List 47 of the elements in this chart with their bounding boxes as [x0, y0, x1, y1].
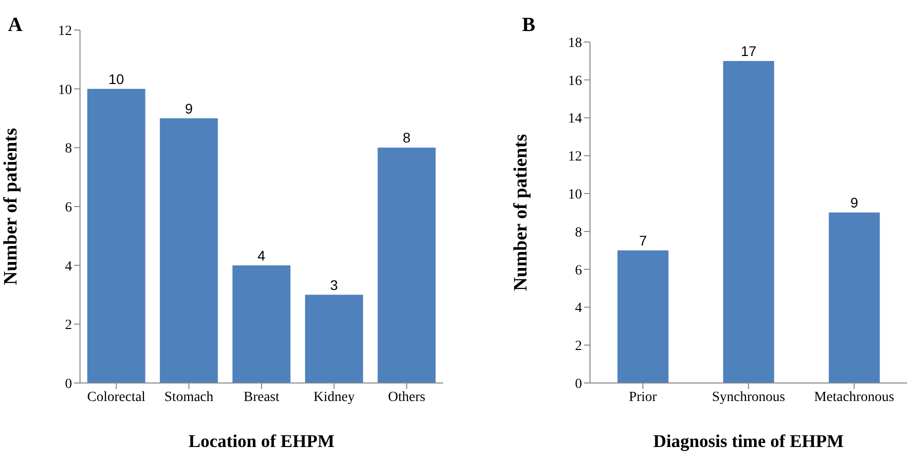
bar	[617, 250, 668, 383]
data-label: 9	[184, 100, 193, 116]
y-axis-title: Number of patients	[0, 128, 22, 285]
y-tick-label: 14	[568, 112, 582, 127]
y-tick-label: 2	[65, 318, 72, 334]
y-tick-label: 6	[65, 200, 72, 216]
y-axis-title: Number of patients	[510, 134, 532, 291]
y-tick-label: 0	[65, 376, 72, 392]
data-label: 17	[740, 42, 757, 59]
x-tick-label: Others	[388, 390, 426, 405]
x-tick-label: Breast	[244, 390, 280, 405]
bar	[160, 118, 218, 383]
y-tick-label: 6	[575, 263, 582, 278]
x-tick-label: Metachronous	[814, 390, 894, 405]
data-label: 8	[402, 130, 411, 146]
x-tick-label: Synchronous	[712, 390, 786, 405]
y-tick-label: 4	[65, 259, 72, 274]
y-tick-label: 12	[58, 24, 72, 39]
data-label: 9	[850, 194, 858, 210]
x-tick-label: Colorectal	[87, 390, 146, 405]
y-tick-label: 10	[568, 188, 582, 203]
data-label: 10	[108, 70, 124, 87]
data-label: 7	[639, 232, 648, 248]
x-tick-label: Prior	[628, 390, 658, 405]
y-tick-label: 10	[58, 82, 72, 98]
bar	[232, 265, 290, 383]
x-tick-label: Kidney	[313, 390, 355, 405]
y-tick-label: 4	[575, 301, 582, 316]
y-tick-label: 16	[568, 74, 582, 89]
bar	[378, 148, 436, 383]
bar	[723, 60, 774, 383]
y-tick-label: 12	[568, 150, 582, 165]
y-tick-label: 8	[65, 142, 72, 157]
chart-title: B	[522, 14, 536, 37]
y-tick-label: 0	[575, 376, 582, 392]
x-tick-label: Stomach	[164, 390, 214, 405]
y-tick-label: 8	[575, 225, 582, 240]
x-axis-title: Location of EHPM	[188, 431, 334, 451]
y-tick-label: 18	[568, 36, 582, 51]
data-label: 4	[258, 247, 266, 264]
chart-title: A	[8, 14, 22, 37]
data-label: 3	[330, 276, 338, 293]
bar	[828, 212, 880, 383]
bar	[87, 88, 146, 383]
x-axis-title: Diagnosis time of EHPM	[653, 431, 844, 451]
y-tick-label: 2	[575, 339, 582, 354]
bar	[305, 294, 364, 383]
